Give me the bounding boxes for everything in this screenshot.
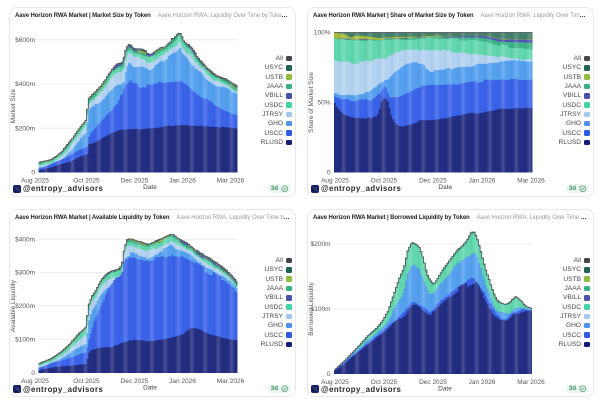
svg-text:0: 0 bbox=[326, 371, 330, 378]
svg-text:Borrowed Liquidity: Borrowed Liquidity bbox=[308, 281, 315, 335]
svg-text:Mar 2026: Mar 2026 bbox=[216, 377, 244, 384]
svg-text:Jan 2026: Jan 2026 bbox=[169, 377, 196, 384]
svg-text:Share of Market Size: Share of Market Size bbox=[308, 71, 315, 132]
svg-text:Dec 2025: Dec 2025 bbox=[120, 177, 148, 184]
svg-text:Mar 2026: Mar 2026 bbox=[517, 378, 545, 385]
svg-text:Date: Date bbox=[143, 384, 157, 391]
svg-text:Available Liquidity: Available Liquidity bbox=[10, 279, 17, 332]
svg-text:$100m: $100m bbox=[310, 306, 330, 313]
svg-text:$200m: $200m bbox=[310, 241, 330, 248]
svg-text:$400m: $400m bbox=[15, 236, 35, 243]
svg-text:Jan 2026: Jan 2026 bbox=[169, 177, 196, 184]
svg-text:Aug 2025: Aug 2025 bbox=[321, 378, 349, 385]
svg-text:Jan 2026: Jan 2026 bbox=[468, 378, 495, 385]
svg-text:0: 0 bbox=[31, 370, 35, 377]
svg-text:Aug 2025: Aug 2025 bbox=[321, 177, 349, 184]
svg-text:$100m: $100m bbox=[15, 336, 35, 343]
svg-text:Date: Date bbox=[438, 183, 452, 190]
svg-text:Aug 2025: Aug 2025 bbox=[21, 177, 49, 184]
svg-text:Mar 2026: Mar 2026 bbox=[216, 177, 244, 184]
svg-text:Dec 2025: Dec 2025 bbox=[120, 377, 148, 384]
svg-text:$600m: $600m bbox=[15, 36, 35, 43]
svg-text:Date: Date bbox=[438, 385, 452, 392]
svg-text:Dec 2025: Dec 2025 bbox=[419, 177, 447, 184]
svg-text:$400m: $400m bbox=[15, 81, 35, 88]
svg-text:Oct 2025: Oct 2025 bbox=[370, 177, 397, 184]
svg-text:50%: 50% bbox=[317, 99, 330, 106]
svg-text:Mar 2026: Mar 2026 bbox=[517, 177, 545, 184]
svg-text:Oct 2025: Oct 2025 bbox=[73, 177, 100, 184]
svg-text:Date: Date bbox=[143, 183, 157, 190]
svg-text:0: 0 bbox=[31, 169, 35, 176]
svg-text:Oct 2025: Oct 2025 bbox=[370, 378, 397, 385]
svg-text:Aug 2025: Aug 2025 bbox=[21, 377, 49, 384]
svg-text:100%: 100% bbox=[313, 29, 330, 36]
svg-text:Market Size: Market Size bbox=[10, 88, 17, 123]
svg-text:$300m: $300m bbox=[15, 269, 35, 276]
svg-text:Dec 2025: Dec 2025 bbox=[419, 378, 447, 385]
svg-text:$200m: $200m bbox=[15, 125, 35, 132]
svg-text:Oct 2025: Oct 2025 bbox=[73, 377, 100, 384]
svg-text:0: 0 bbox=[326, 169, 330, 176]
svg-text:Jan 2026: Jan 2026 bbox=[468, 177, 495, 184]
svg-text:$200m: $200m bbox=[15, 303, 35, 310]
